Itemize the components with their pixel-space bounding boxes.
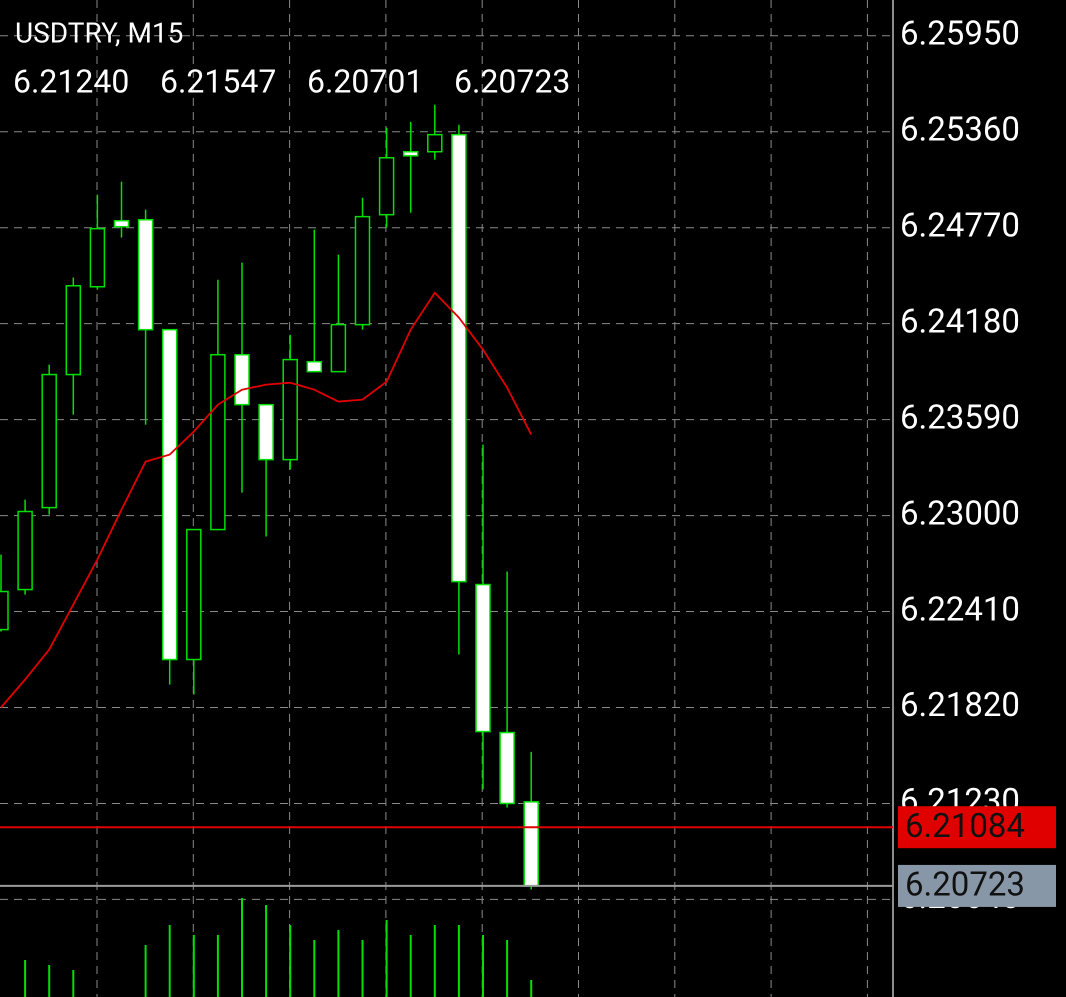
- candle-body: [65, 285, 82, 376]
- y-tick-label: 6.23590: [900, 398, 1020, 437]
- candle-body: [186, 528, 202, 661]
- candle-body: [523, 801, 539, 887]
- candle-body: [282, 358, 298, 461]
- candle-body: [0, 590, 9, 631]
- candle-body: [89, 227, 106, 288]
- y-tick-label: 6.21820: [900, 686, 1020, 725]
- candle-body: [41, 373, 57, 509]
- candle-body: [306, 360, 323, 373]
- ohlc-value: 6.20723: [454, 62, 570, 100]
- y-tick-label: 6.24180: [900, 302, 1020, 341]
- candle-body: [451, 133, 467, 583]
- price-level-label: 6.20723: [905, 866, 1025, 905]
- candle-body: [427, 133, 443, 153]
- candle-body: [354, 215, 371, 326]
- candle-body: [161, 328, 178, 661]
- candle-body: [234, 353, 250, 406]
- moving-average: [0, 291, 533, 709]
- ohlc-value: 6.20701: [307, 62, 423, 100]
- y-tick-label: 6.25360: [900, 110, 1020, 149]
- ohlc-value: 6.21240: [13, 62, 129, 100]
- candle-body: [210, 353, 226, 531]
- y-tick-label: 6.25950: [900, 15, 1020, 54]
- candle-body: [402, 150, 419, 157]
- candle-body: [137, 218, 154, 331]
- chart-title: USDTRY, M15: [15, 16, 183, 49]
- candle-body: [475, 583, 491, 733]
- candle-body: [258, 403, 274, 461]
- candle-body: [17, 510, 33, 591]
- candle-body: [330, 323, 347, 373]
- candle-body: [499, 731, 515, 805]
- price-level-label: 6.21084: [905, 807, 1025, 846]
- y-tick-label: 6.23000: [900, 494, 1020, 533]
- price-level-box: [898, 806, 1056, 849]
- candle-body: [378, 157, 395, 216]
- y-tick-label: 6.24770: [900, 206, 1020, 245]
- ohlc-value: 6.21547: [160, 62, 276, 100]
- y-tick-label: 6.22410: [900, 590, 1020, 629]
- price-level-box: [898, 864, 1056, 907]
- candle-body: [113, 219, 130, 228]
